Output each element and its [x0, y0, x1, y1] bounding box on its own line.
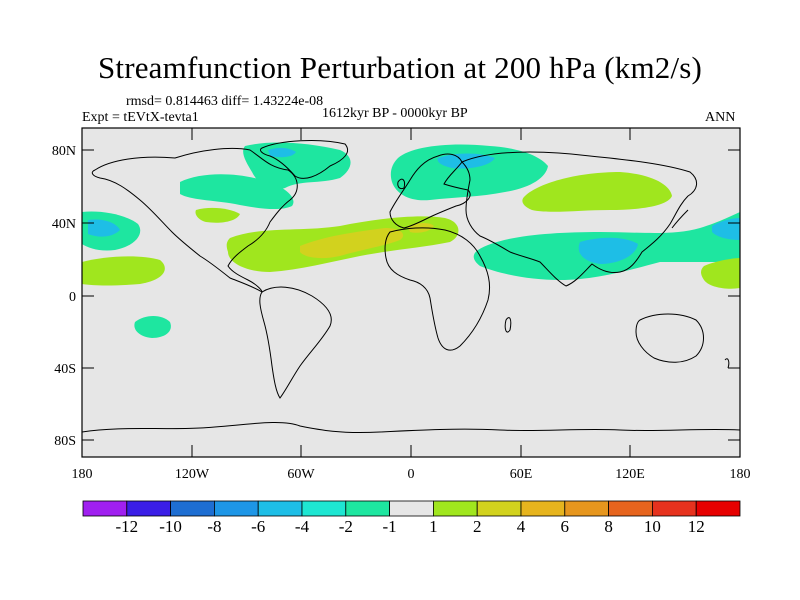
lat-label-40n: 40N	[52, 217, 76, 232]
coastlines	[82, 140, 740, 434]
colorbar-box	[126, 500, 172, 517]
colorbar-label: 2	[473, 517, 482, 536]
rmsd-stats: rmsd= 0.814463 diff= 1.43224e-08	[126, 94, 324, 109]
coast-antarctica	[82, 422, 740, 434]
colorbar-box	[476, 500, 522, 517]
colorbar-box	[170, 500, 215, 517]
lat-label-40s: 40S	[54, 362, 76, 377]
period-label: 1612kyr BP - 0000kyr BP	[322, 106, 468, 121]
plot-title: Streamfunction Perturbation at 200 hPa (…	[97, 50, 703, 85]
colorbar-label: 4	[517, 517, 526, 536]
colorbar-label: 1	[429, 517, 438, 536]
colorbar-label: 12	[688, 517, 705, 536]
coast-asia	[461, 151, 697, 287]
anomaly-north-pacific-core	[88, 219, 120, 237]
colorbar-box	[695, 500, 741, 517]
colorbar-label: -1	[383, 517, 397, 536]
colorbar-box	[257, 500, 303, 517]
coast-north-america	[91, 147, 298, 293]
colorbar-label: -8	[207, 517, 221, 536]
lon-label-0: 0	[408, 467, 415, 482]
colorbar-label: 8	[604, 517, 613, 536]
colorbar-label: -10	[159, 517, 182, 536]
colorbar-label: -6	[251, 517, 265, 536]
lon-label-60w: 60W	[287, 467, 315, 482]
colorbar-box	[432, 500, 478, 517]
season-label: ANN	[705, 110, 736, 125]
colorbar-box	[345, 500, 390, 517]
colorbar	[82, 500, 741, 517]
anomaly-north-america-pos	[195, 207, 240, 223]
anomaly-pacific-west	[82, 256, 165, 286]
colorbar-box	[608, 500, 653, 517]
lat-label-0: 0	[69, 290, 76, 305]
lon-label-120w: 120W	[175, 467, 210, 482]
lat-label-80n: 80N	[52, 144, 76, 159]
lon-label-180e: 180	[730, 467, 751, 482]
anomaly-south-pacific	[134, 316, 171, 338]
lon-label-180w: 180	[72, 467, 93, 482]
colorbar-box	[520, 500, 566, 517]
coast-uk	[397, 178, 405, 190]
latitude-axis	[82, 149, 740, 441]
lon-label-120e: 120E	[615, 467, 645, 482]
coast-new-zealand	[724, 358, 730, 369]
anomaly-greenland-core	[268, 147, 296, 158]
longitude-axis	[81, 128, 741, 457]
colorbar-label: -2	[339, 517, 353, 536]
colorbar-label: -12	[115, 517, 138, 536]
colorbar-box	[652, 500, 697, 517]
anomaly-scandinavia	[390, 144, 548, 201]
coast-madagascar	[504, 317, 512, 333]
colorbar-label: 10	[644, 517, 661, 536]
colorbar-label: 6	[561, 517, 570, 536]
anomaly-field	[82, 142, 740, 338]
colorbar-box	[564, 500, 609, 517]
colorbar-box	[213, 500, 259, 517]
coast-south-america	[259, 286, 332, 399]
lon-label-60e: 60E	[510, 467, 533, 482]
coast-africa	[384, 227, 491, 351]
anomaly-asia-core	[578, 237, 638, 264]
coast-australia	[635, 313, 704, 363]
colorbar-box	[82, 500, 128, 517]
anomaly-scandinavia-core	[437, 153, 495, 169]
anomaly-west-pacific	[701, 258, 740, 289]
coast-europe	[389, 153, 471, 229]
anomaly-siberia	[522, 172, 672, 212]
colorbar-box	[301, 500, 347, 517]
anomaly-north-america	[180, 174, 294, 210]
colorbar-label: -4	[295, 517, 310, 536]
colorbar-box	[389, 500, 434, 517]
anomaly-tropical-atlantic-core	[300, 228, 404, 259]
experiment-label: Expt = tEVtX-tevta1	[82, 110, 199, 125]
coast-japan	[671, 209, 689, 229]
lat-label-80s: 80S	[54, 434, 76, 449]
colorbar-labels: -12 -10 -8 -6 -4 -2 -1 1 2 4 6 8 10 12	[115, 517, 704, 536]
coast-greenland	[259, 140, 349, 179]
